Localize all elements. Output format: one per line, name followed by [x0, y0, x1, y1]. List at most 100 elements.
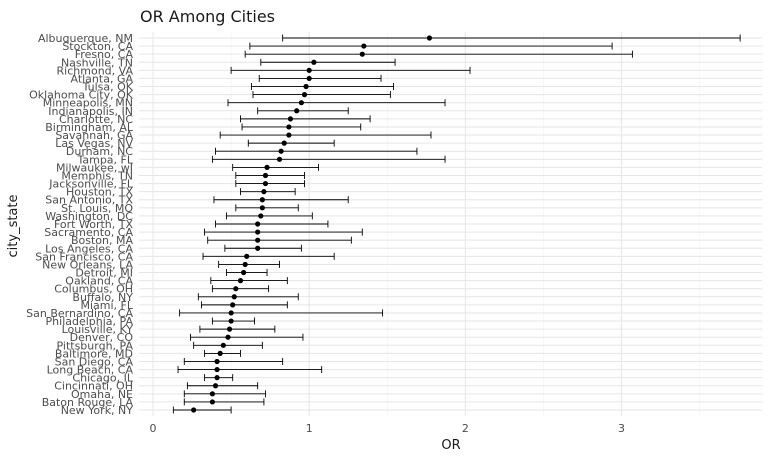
- estimate-point: [359, 51, 365, 57]
- y-tick-label: San Bernardino, CA: [26, 307, 133, 320]
- y-tick-label: Louisville, KY: [62, 323, 134, 336]
- y-tick-label: Los Angeles, CA: [45, 242, 133, 255]
- y-tick-label: San Antonio, TX: [45, 194, 133, 207]
- y-tick-label: Tulsa, OK: [82, 81, 134, 94]
- estimate-point: [214, 375, 220, 381]
- estimate-point: [220, 342, 226, 348]
- estimate-point: [228, 318, 234, 324]
- y-tick-label: Memphis, TN: [61, 169, 133, 182]
- y-tick-label: New York, NY: [61, 404, 134, 417]
- y-tick-label: Sacramento, CA: [44, 226, 133, 239]
- y-tick-label: Oakland, CA: [65, 275, 133, 288]
- y-tick-label: Richmond, VA: [57, 64, 134, 77]
- estimate-point: [259, 205, 265, 211]
- estimate-point: [301, 92, 308, 98]
- estimate-point: [303, 83, 309, 90]
- y-tick-label: Houston, TX: [66, 186, 133, 199]
- y-tick-label: Denver, CO: [70, 331, 134, 344]
- estimate-point: [230, 302, 236, 308]
- y-tick-label: Detroit, MI: [75, 267, 133, 280]
- estimate-point: [214, 358, 220, 365]
- y-tick-label: Durham, NC: [66, 145, 133, 158]
- y-axis-title: city_state: [6, 195, 21, 258]
- estimate-point: [255, 221, 261, 227]
- y-tick-label: Columbus, OH: [54, 283, 133, 296]
- estimate-point: [306, 75, 312, 82]
- y-tick-label: San Francisco, CA: [35, 250, 133, 263]
- y-tick-label: Fort Worth, TX: [54, 218, 133, 231]
- y-tick-label: Stockton, CA: [62, 40, 133, 53]
- estimate-point: [281, 140, 287, 146]
- y-tick-label: Miami, FL: [80, 299, 133, 312]
- estimate-point: [287, 116, 294, 122]
- y-tick-label: Nashville, TN: [61, 56, 133, 69]
- estimate-point: [306, 67, 312, 73]
- y-tick-label: Fresno, CA: [75, 48, 134, 61]
- y-tick-label: San Diego, CA: [55, 355, 134, 368]
- estimate-point: [276, 156, 283, 162]
- estimate-point: [212, 383, 219, 389]
- y-tick-label: Oklahoma City, OK: [29, 89, 134, 102]
- estimate-point: [311, 59, 317, 65]
- y-tick-label: Washington, DC: [45, 210, 133, 223]
- y-tick-label: Buffalo, NY: [72, 291, 133, 304]
- y-tick-label: Baltimore, MD: [55, 347, 133, 360]
- estimate-point: [361, 43, 367, 49]
- y-tick-label: Minneapolis, MN: [43, 97, 133, 110]
- y-tick-label: Long Beach, CA: [47, 364, 134, 377]
- y-tick-label: Savannah, GA: [55, 129, 133, 142]
- estimate-point: [278, 148, 284, 154]
- y-tick-label: Las Vegas, NV: [55, 137, 133, 150]
- chart-title: OR Among Cities: [140, 7, 275, 26]
- y-tick-label: Cincinnati, OH: [54, 380, 133, 393]
- estimate-point: [214, 366, 220, 373]
- estimate-point: [225, 334, 231, 340]
- estimate-point: [231, 294, 237, 300]
- y-tick-label: Boston, MA: [71, 234, 134, 247]
- y-tick-label: Omaha, NE: [71, 388, 133, 401]
- estimate-point: [209, 399, 215, 405]
- x-axis-title: OR: [441, 438, 460, 453]
- y-tick-label: Jacksonville, FL: [48, 178, 134, 191]
- y-tick-label: New Orleans, LA: [42, 258, 133, 271]
- y-tick-label: Chicago, IL: [72, 372, 133, 385]
- estimate-point: [209, 391, 215, 397]
- estimate-point: [255, 245, 261, 251]
- estimate-point: [226, 326, 233, 332]
- estimate-point: [233, 286, 239, 292]
- y-tick-label: Charlotte, NC: [59, 113, 133, 126]
- y-tick-label: Baton Rouge, LA: [42, 396, 134, 409]
- y-tick-label: Atlanta, GA: [70, 72, 133, 85]
- y-tick-label: St. Louis, MO: [61, 202, 133, 215]
- estimate-point: [255, 229, 261, 235]
- estimate-point: [286, 132, 292, 138]
- estimate-point: [286, 124, 292, 130]
- estimate-point: [426, 35, 433, 41]
- estimate-point: [262, 172, 269, 179]
- estimate-point: [264, 164, 270, 170]
- y-tick-label: Pittsburgh, PA: [57, 339, 134, 352]
- estimate-point: [244, 253, 250, 259]
- estimate-point: [258, 213, 264, 219]
- estimate-point: [262, 180, 269, 187]
- estimate-point: [298, 100, 304, 106]
- x-tick-label: 1: [306, 422, 313, 435]
- estimate-point: [228, 310, 234, 316]
- estimate-point: [242, 261, 248, 268]
- x-tick-label: 0: [150, 422, 157, 435]
- y-tick-label: Albuquerque, NM: [38, 32, 133, 45]
- estimate-point: [237, 278, 244, 284]
- estimate-point: [294, 108, 300, 114]
- estimate-point: [217, 350, 223, 356]
- estimate-point: [191, 407, 197, 413]
- y-tick-label: Birmingham, AL: [45, 121, 134, 134]
- x-tick-labels: 0 1 2 3: [150, 422, 625, 435]
- chart-marks: [172, 34, 741, 414]
- estimate-point: [255, 237, 261, 243]
- x-tick-label: 3: [618, 422, 625, 435]
- estimate-point: [241, 269, 247, 276]
- estimate-point: [261, 189, 267, 195]
- y-tick-label: Tampa, FL: [76, 153, 133, 166]
